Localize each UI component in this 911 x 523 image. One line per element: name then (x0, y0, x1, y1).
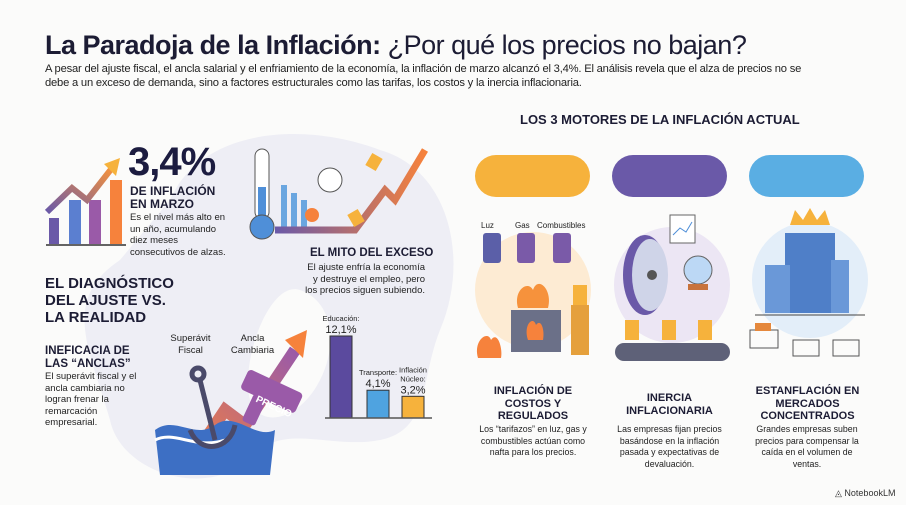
anchors-description: El superávit fiscal y el ancla cambiaria… (45, 371, 137, 428)
diagnosis-heading: EL DIAGNÓSTICO DEL AJUSTE VS. LA REALIDAD (45, 275, 174, 326)
motor-3-pill (749, 155, 864, 197)
stat-label: DE INFLACIÓN EN MARZO (130, 184, 216, 211)
stat-description: Es el nivel más alto en un año, acumulan… (130, 212, 226, 258)
inertia-wheel-illustration (614, 214, 730, 361)
stat-value: 3,4% (128, 140, 216, 184)
bar-category-label: Núcleo: (400, 374, 425, 383)
motor-1-title: INFLACIÓN DE COSTOS Y REGULADOS (493, 385, 573, 422)
bar-value-label: 12,1% (325, 324, 356, 336)
bar-0 (329, 335, 353, 419)
fuel-pumps-furnace-illustration: Luz Gas Combustibles (475, 221, 591, 358)
label-superavit-fiscal: Superávit Fiscal (170, 333, 211, 356)
pump-label-gas: Gas (515, 221, 530, 230)
motor-1-pill (475, 155, 590, 197)
notebooklm-branding: ◬ NotebookLM (835, 488, 896, 498)
anchors-title: INEFICACIA DE LAS “ANCLAS” (45, 345, 131, 370)
motor-2-description: Las empresas fijan precios basándose en … (617, 424, 722, 469)
anchor-price-gun-illustration: PRECIO (154, 330, 307, 475)
motor-2-title: INERCIA INFLACIONARIA (626, 392, 713, 417)
bar-category-label: Transporte: (359, 368, 397, 377)
bar-1 (366, 389, 390, 419)
page-subtitle: A pesar del ajuste fiscal, el ancla sala… (45, 63, 802, 89)
bar-value-label: 3,2% (400, 384, 425, 396)
bar-category-label: Inflación (399, 365, 427, 374)
myth-title: EL MITO DEL EXCESO (310, 247, 434, 259)
thermometer-illustration (249, 148, 429, 240)
pump-label-combustibles: Combustibles (537, 221, 585, 230)
bar-2 (401, 395, 425, 419)
motor-3-description: Grandes empresas suben precios para comp… (755, 424, 859, 469)
infographic: La Paradoja de la Inflación: ¿Por qué lo… (44, 30, 896, 498)
motor-2-pill (612, 155, 727, 197)
concentrated-market-building-illustration (749, 208, 868, 357)
myth-description: El ajuste enfría la economía y destruye … (305, 262, 425, 296)
bar-category-label: Educación: (322, 314, 359, 323)
page-title: La Paradoja de la Inflación: ¿Por qué lo… (45, 30, 747, 60)
notebooklm-logo-icon: ◬ (835, 488, 845, 498)
label-ancla-cambiaria: Ancla Cambiaria (230, 333, 275, 356)
motors-heading: LOS 3 MOTORES DE LA INFLACIÓN ACTUAL (520, 112, 800, 127)
motor-3-title: ESTANFLACIÓN EN MERCADOS CONCENTRADOS (755, 385, 860, 422)
rising-bars-icon (44, 158, 126, 246)
sector-inflation-chart: 12,1%Educación: 4,1%Transporte:3,2% Inflac… (322, 314, 432, 419)
bar-value-label: 4,1% (365, 378, 390, 390)
pump-label-luz: Luz (481, 221, 494, 230)
motor-1-description: Los “tarifazos” en luz, gas y combustibl… (479, 424, 587, 457)
